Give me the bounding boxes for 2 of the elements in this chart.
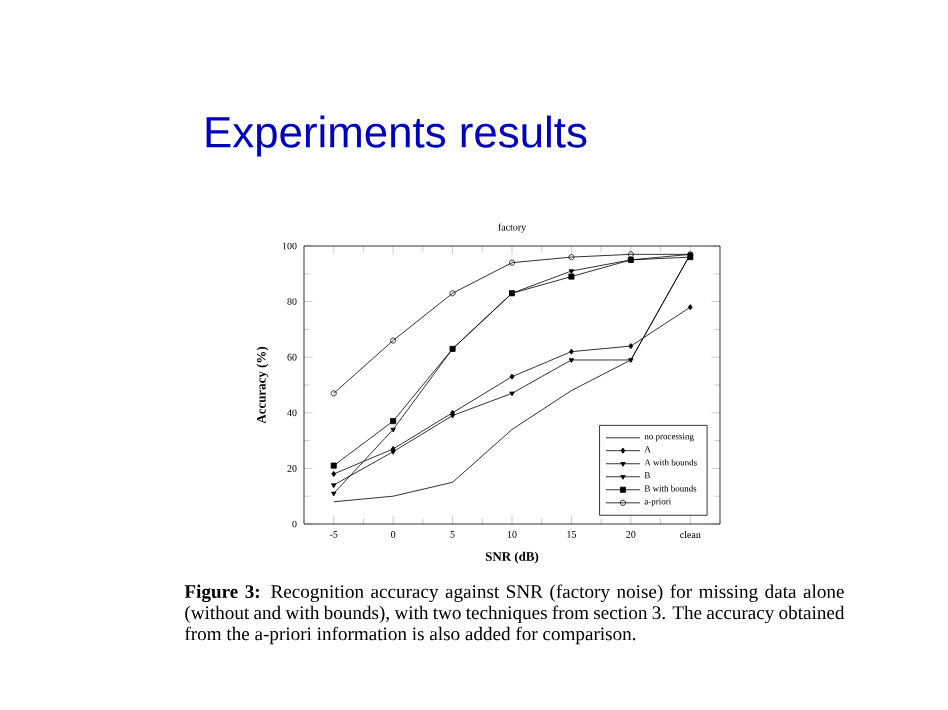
text: Figure 3: Recognition accuracy against SNR (factory noise) for missing data alone (without and with bounds), with two techniques from section 3. The accuracy obtained from the a-priori information is also added for comparison. [184, 584, 845, 645]
chart-title: Experiments results [206, 115, 587, 157]
